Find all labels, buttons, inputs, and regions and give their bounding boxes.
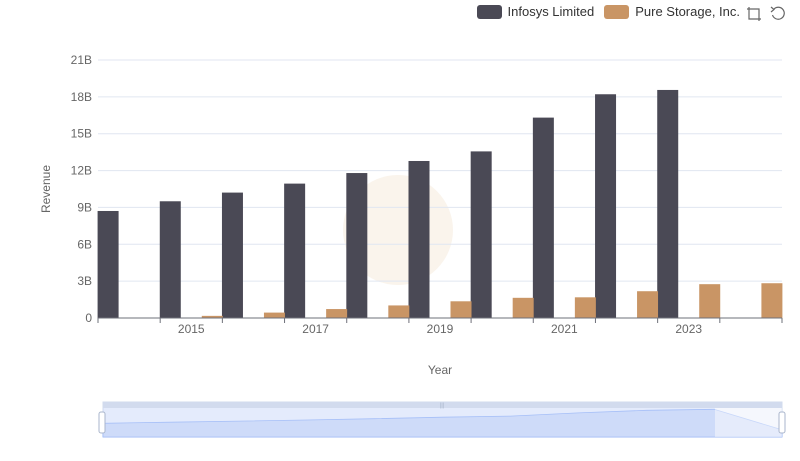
bar-pure-storage-2020[interactable] [512,297,534,318]
y-tick-label: 9B [77,200,92,214]
slider-handle-right[interactable] [778,411,786,434]
slider-unselected-window [715,408,782,437]
x-tick-label: 2019 [427,322,454,336]
y-tick-label: 0 [85,311,92,325]
bar-pure-storage-2023[interactable] [699,284,721,318]
bar-infosys-2017[interactable] [284,183,306,318]
bar-infosys-2018[interactable] [346,173,368,318]
bar-infosys-2014[interactable] [97,210,119,318]
bar-pure-storage-2016[interactable] [263,312,285,318]
bar-pure-storage-2022[interactable] [637,291,659,318]
bar-infosys-2021[interactable] [532,117,554,318]
bars [97,89,783,319]
y-tick-label: 15B [71,127,92,141]
bar-pure-storage-2017[interactable] [326,309,348,318]
bar-pure-storage-2015[interactable] [201,315,223,318]
slider-grip-icon[interactable]: ||| [440,403,445,409]
y-tick-label: 6B [77,237,92,251]
legend-item-infosys[interactable]: Infosys Limited [476,4,595,19]
bar-infosys-2022[interactable] [595,94,617,319]
y-axis-title: Revenue [39,165,53,213]
legend-item-pure-storage[interactable]: Pure Storage, Inc. [604,4,740,19]
x-tick-label: 2015 [178,322,205,336]
x-tick-label: 2021 [551,322,578,336]
restore-icon[interactable] [770,6,786,22]
x-tick-label: 2017 [302,322,329,336]
bar-infosys-2016[interactable] [221,192,243,318]
legend: Infosys Limited Pure Storage, Inc. [476,4,740,19]
x-axis-title: Year [428,363,452,377]
bar-infosys-2019[interactable] [408,160,430,318]
data-zoom-icon[interactable] [746,6,762,22]
data-zoom-slider[interactable]: ||| [98,401,786,438]
toolbox [746,6,786,22]
bar-pure-storage-2024[interactable] [761,283,783,318]
bar-infosys-2023[interactable] [657,89,679,318]
slider-handle-left[interactable] [98,411,106,434]
legend-label-infosys: Infosys Limited [507,4,595,19]
bar-pure-storage-2019[interactable] [450,301,472,318]
y-tick-label: 12B [71,164,92,178]
legend-label-pure-storage: Pure Storage, Inc. [635,4,740,19]
slider-top-bar[interactable] [103,402,782,408]
legend-swatch-pure-storage [604,4,630,19]
bar-pure-storage-2021[interactable] [574,297,596,318]
bar-infosys-2020[interactable] [470,151,492,318]
bar-pure-storage-2018[interactable] [388,305,410,318]
y-tick-label: 21B [71,53,92,67]
x-tick-label: 2023 [675,322,702,336]
x-axis: 2015 2017 2019 2021 2023 [97,318,783,336]
y-axis: 0 3B 6B 9B 12B 15B 18B 21B [71,53,93,325]
bar-infosys-2015[interactable] [159,201,181,318]
legend-swatch-infosys [476,4,502,19]
y-tick-label: 18B [71,90,92,104]
slider-selected-window[interactable] [103,408,715,437]
y-tick-label: 3B [77,274,92,288]
